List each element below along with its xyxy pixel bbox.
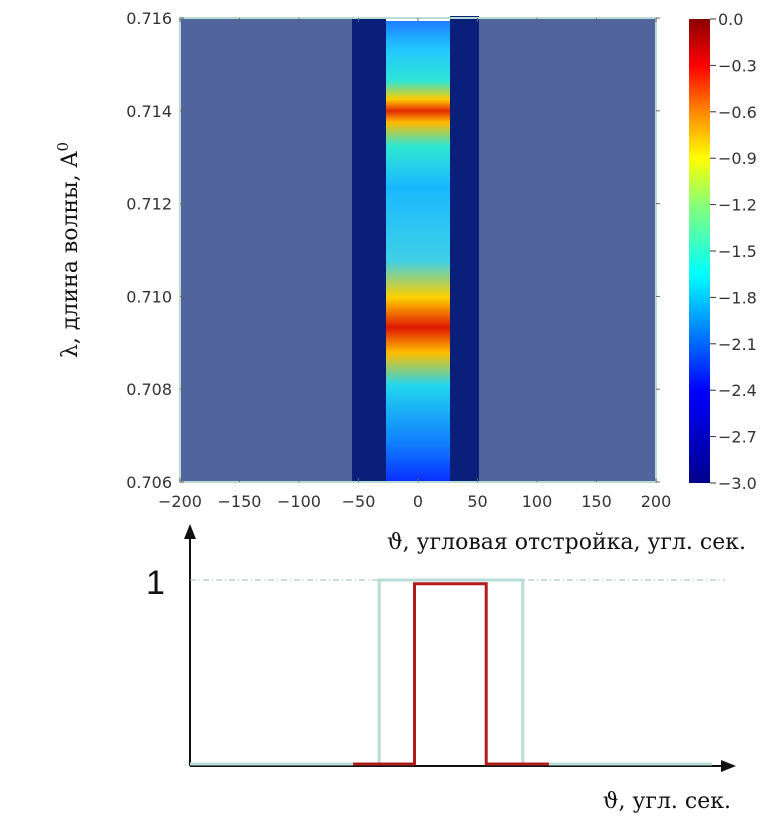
profile-plot: 1 ϑ, угл. сек. [146, 524, 736, 814]
heatmap-y-tick-label: 0.714 [126, 102, 172, 121]
heatmap-x-tick-label: 100 [522, 492, 553, 511]
heatmap-x-axis-label: ϑ, угловая отстройка, угл. сек. [387, 530, 746, 555]
heatmap-x-tick-label: 200 [641, 492, 672, 511]
colorbar-gradient [689, 19, 710, 483]
profile-x-axis-label: ϑ, угл. сек. [603, 789, 731, 814]
profile-y-tick-label-1: 1 [146, 564, 165, 602]
colorbar: 0.0 −0.3 −0.6 −0.9 −1.2 −1.5 −1.8 −2.1 −2.4 −2.7 −… [689, 10, 757, 493]
heatmap-y-tick-label: 0.708 [126, 380, 172, 399]
heatmap-y-axis-label: λ, длина волны, A0 [54, 142, 83, 358]
heatmap-y-tick-label: 0.710 [126, 287, 172, 306]
colorbar-tick-label: 0.0 [718, 10, 743, 29]
heatmap-y-tick-label: 0.716 [126, 9, 172, 28]
colorbar-tick-label: −0.6 [718, 103, 757, 122]
heatmap-x-tick-label: −150 [218, 492, 262, 511]
heatmap-gradient-band [386, 21, 450, 482]
colorbar-tick-label: −0.9 [718, 149, 757, 168]
heatmap-y-tick-label: 0.712 [126, 195, 172, 214]
colorbar-tick-label: −3.0 [718, 474, 757, 493]
colorbar-tick-label: −2.1 [718, 335, 757, 354]
heatmap-x-ticks: −200 −150 −100 −50 0 50 100 150 200 [158, 18, 671, 511]
heatmap-x-tick-label: 0 [413, 492, 423, 511]
heatmap-dark-band-left [352, 18, 386, 482]
profile-series-wide [190, 578, 712, 766]
heatmap-right-region [479, 18, 656, 482]
heatmap-y-tick-label: 0.706 [126, 473, 172, 492]
profile-y-axis-arrowhead [184, 524, 196, 539]
heatmap-x-tick-label: 50 [467, 492, 487, 511]
profile-x-axis-arrowhead [721, 760, 736, 772]
heatmap-left-region [180, 18, 352, 482]
profile-series-narrow [353, 582, 549, 766]
heatmap-panel: −200 −150 −100 −50 0 50 100 150 200 0.7060.7080.… [54, 9, 746, 555]
colorbar-tick-label: −0.3 [718, 56, 757, 75]
heatmap-dark-band-right [450, 16, 479, 482]
heatmap-y-ticks: 0.706 0.708 0.710 0.712 0.714 0.716 [126, 9, 660, 492]
heatmap-x-tick-label: 150 [581, 492, 612, 511]
heatmap-y-axis-label-superscript: 0 [54, 142, 72, 152]
colorbar-tick-label: −1.2 [718, 196, 757, 215]
heatmap-x-tick-label: −200 [158, 492, 202, 511]
colorbar-tick-label: −1.8 [718, 288, 757, 307]
heatmap-x-tick-label: −100 [277, 492, 321, 511]
colorbar-tick-label: −2.4 [718, 381, 757, 400]
heatmap-x-tick-label: −50 [342, 492, 376, 511]
colorbar-tick-label: −2.7 [718, 428, 757, 447]
colorbar-tick-label: −1.5 [718, 242, 757, 261]
colorbar-ticks: 0.0 −0.3 −0.6 −0.9 −1.2 −1.5 −1.8 −2.1 −2.4 −2.7 −… [710, 10, 757, 493]
